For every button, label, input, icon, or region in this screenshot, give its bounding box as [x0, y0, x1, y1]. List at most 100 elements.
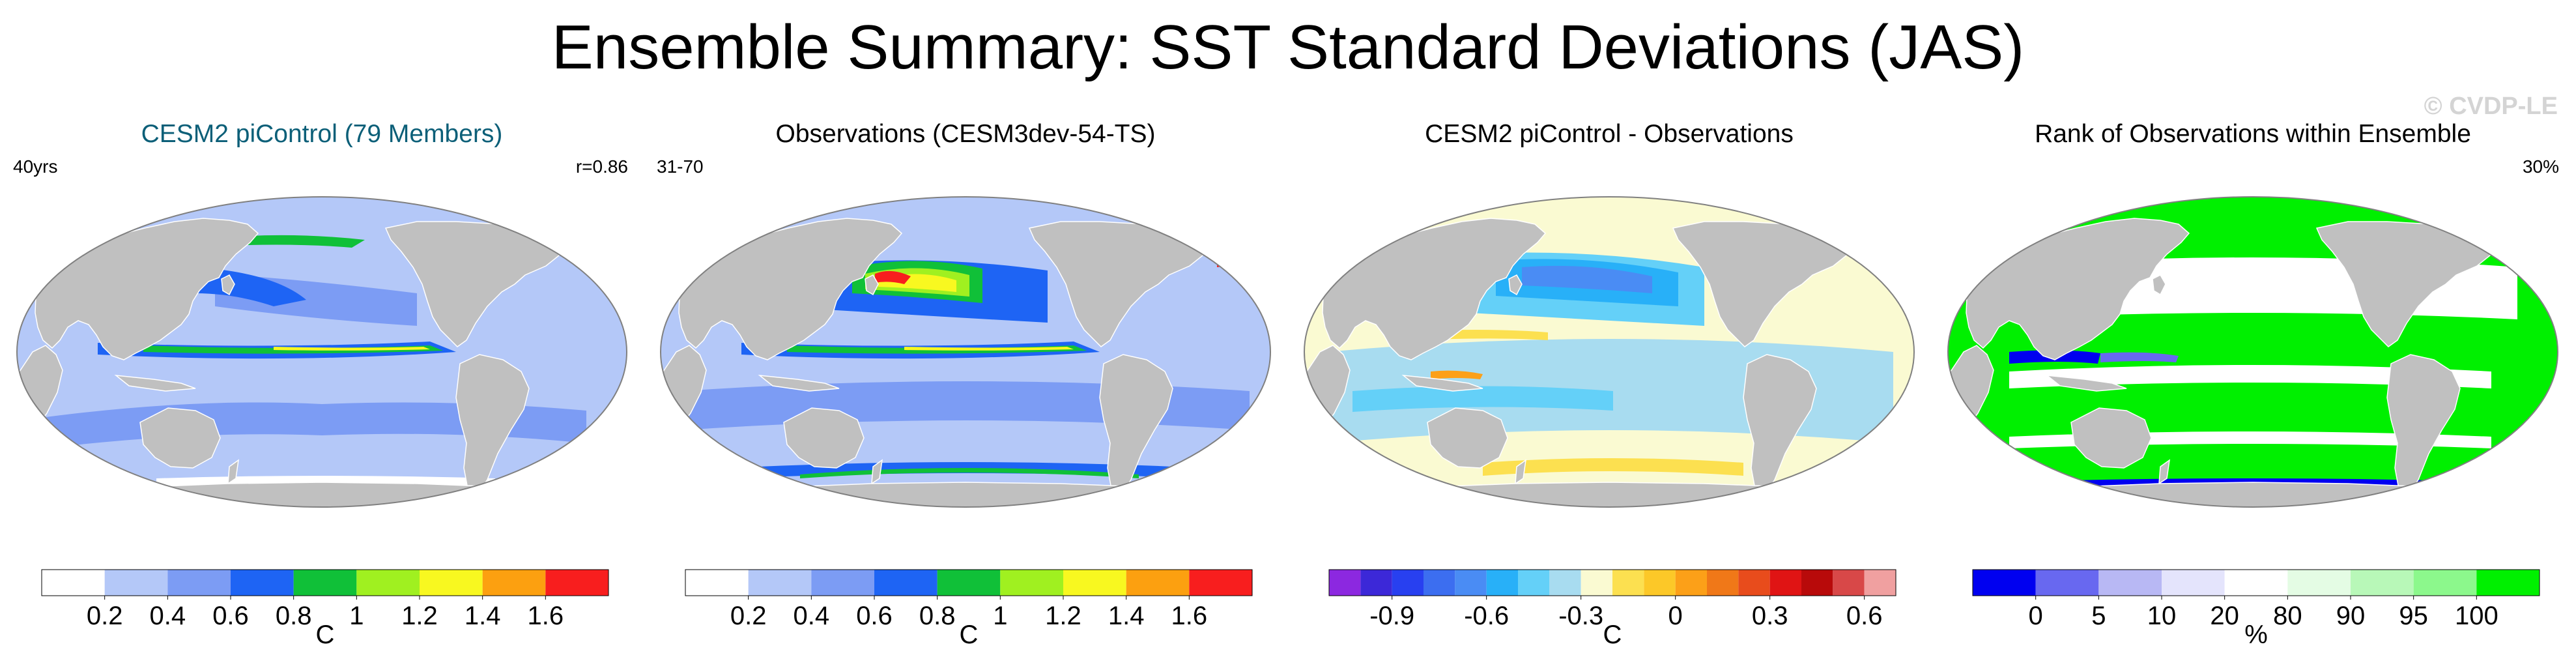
- map-plot: [660, 196, 1271, 508]
- colorbar-tick-label-3: 0.8: [276, 602, 312, 630]
- colorbar: 0.2 0.4 0.6 0.8 1 1.2 1.4 1.6: [41, 569, 609, 630]
- land-south-america: [1099, 354, 1173, 497]
- colorbar-box-11: [1675, 570, 1707, 596]
- land-asia: [35, 218, 259, 360]
- colorbar-tick-label-0: 0.2: [730, 602, 767, 630]
- land-japan: [1508, 274, 1523, 296]
- colorbar-box-5: [1000, 570, 1063, 596]
- colorbar-tick-label-6: 1.4: [465, 602, 501, 630]
- colorbar-box-10: [1644, 570, 1676, 596]
- colorbar-box-6: [420, 570, 483, 596]
- colorbar-box-0: [42, 570, 105, 596]
- colorbar-box-3: [1424, 570, 1455, 596]
- land-australia: [139, 407, 221, 469]
- colorbar-tick-label-3: 0: [1668, 602, 1683, 630]
- colorbar-box-3: [2162, 570, 2225, 596]
- colorbar-tick-label-2: -0.3: [1558, 602, 1603, 630]
- panel-model-sd: CESM2 piControl (79 Members) 40yrs r=0.8…: [0, 0, 644, 670]
- colorbar-unit-label: C: [315, 620, 335, 649]
- panel-title: CESM2 piControl (79 Members): [141, 120, 503, 148]
- panel-title: CESM2 piControl - Observations: [1425, 120, 1794, 148]
- panel-left-label: 40yrs: [13, 156, 58, 177]
- colorbar-box-1: [748, 570, 812, 596]
- watermark: © CVDP-LE: [2424, 93, 2558, 120]
- map-field: [1948, 197, 2558, 507]
- colorbar: 0 5 10 20 80 90 95 100: [1972, 569, 2540, 630]
- colorbar-box-8: [545, 570, 608, 596]
- colorbar-box-14: [1769, 570, 1801, 596]
- map-frame: [1304, 196, 1915, 508]
- land-asia: [1322, 218, 1547, 360]
- land-japan: [221, 274, 235, 296]
- land-asia: [1966, 218, 2190, 360]
- colorbar-box-4: [1455, 570, 1487, 596]
- colorbar-box-13: [1738, 570, 1770, 596]
- land-newzealand: [2158, 459, 2170, 485]
- field-contour-9: [904, 347, 1074, 351]
- colorbar-box-7: [1126, 570, 1190, 596]
- field-contour-5: [2100, 352, 2179, 362]
- panel-title: Rank of Observations within Ensemble: [2035, 120, 2471, 148]
- field-contour-6: [875, 270, 911, 284]
- field-contour-11: [800, 468, 1139, 478]
- colorbar-box-4: [293, 570, 357, 596]
- colorbar-box-5: [356, 570, 420, 596]
- colorbar-box-6: [1518, 570, 1550, 596]
- colorbar-tick-label-7: 1.6: [528, 602, 564, 630]
- colorbar-box-15: [1801, 570, 1833, 596]
- map-field: [1304, 197, 1914, 507]
- colorbar-unit-label: C: [959, 620, 979, 649]
- land-south-america: [2386, 354, 2461, 497]
- colorbar: -0.9-0.6-0.300.30.60.9: [1328, 569, 1896, 630]
- colorbar-tick-label-6: 1.4: [1108, 602, 1145, 630]
- colorbar-box-7: [2413, 570, 2477, 596]
- field-contour-7: [1431, 370, 1483, 379]
- colorbar-box-1: [1360, 570, 1392, 596]
- land-newzealand: [1515, 459, 1526, 485]
- colorbar-tick-label-5: 0.6: [1846, 602, 1883, 630]
- map-plot: [1947, 196, 2558, 508]
- colorbar-box-4: [937, 570, 1001, 596]
- colorbar-frame: [1328, 569, 1896, 596]
- colorbar-box-9: [1612, 570, 1644, 596]
- land-greenland: [2502, 229, 2535, 265]
- panel-title: Observations (CESM3dev-54-TS): [775, 120, 1156, 148]
- land-asia: [678, 218, 903, 360]
- field-contour-3: [195, 267, 306, 306]
- land-antarctica: [51, 482, 592, 507]
- colorbar-box-1: [104, 570, 168, 596]
- map-field: [661, 197, 1270, 507]
- land-newzealand: [227, 459, 239, 485]
- colorbar-tick-label-2: 0.6: [856, 602, 893, 630]
- colorbar-unit-label: C: [1603, 620, 1622, 649]
- field-contour-4: [1522, 265, 1652, 293]
- colorbar-box-5: [1486, 570, 1518, 596]
- panel-left-label: 31-70: [657, 156, 704, 177]
- land-south-america: [1743, 354, 1817, 497]
- figure-title: Ensemble Summary: SST Standard Deviation…: [551, 12, 2025, 82]
- colorbar-tick-label-2: 0.6: [212, 602, 249, 630]
- colorbar-tick-label-5: 1.2: [401, 602, 438, 630]
- colorbar-box-17: [1864, 570, 1896, 596]
- field-contour-6: [274, 347, 430, 351]
- colorbar-tick-label-1: 0.4: [150, 602, 186, 630]
- colorbar-tick-label-7: 100: [2455, 602, 2498, 630]
- colorbar-tick-label-5: 90: [2336, 602, 2366, 630]
- land-antarctica: [1339, 482, 1880, 507]
- colorbar-box-4: [2224, 570, 2288, 596]
- land-south-america: [455, 354, 530, 497]
- land-indonesia: [758, 374, 840, 392]
- colorbar-box-0: [1973, 570, 2036, 596]
- land-japan: [2152, 274, 2166, 296]
- colorbar-box-6: [1063, 570, 1126, 596]
- colorbar-box-16: [1833, 570, 1865, 596]
- colorbar-tick-label-2: 10: [2147, 602, 2177, 630]
- colorbar-box-2: [811, 570, 874, 596]
- colorbar-box-2: [2098, 570, 2162, 596]
- land-newzealand: [871, 459, 883, 485]
- colorbar-frame: [1972, 569, 2540, 596]
- field-contour-5: [1352, 386, 1613, 412]
- land-greenland: [571, 229, 604, 265]
- colorbar-tick-label-1: 5: [2091, 602, 2106, 630]
- land-greenland: [1215, 229, 1248, 265]
